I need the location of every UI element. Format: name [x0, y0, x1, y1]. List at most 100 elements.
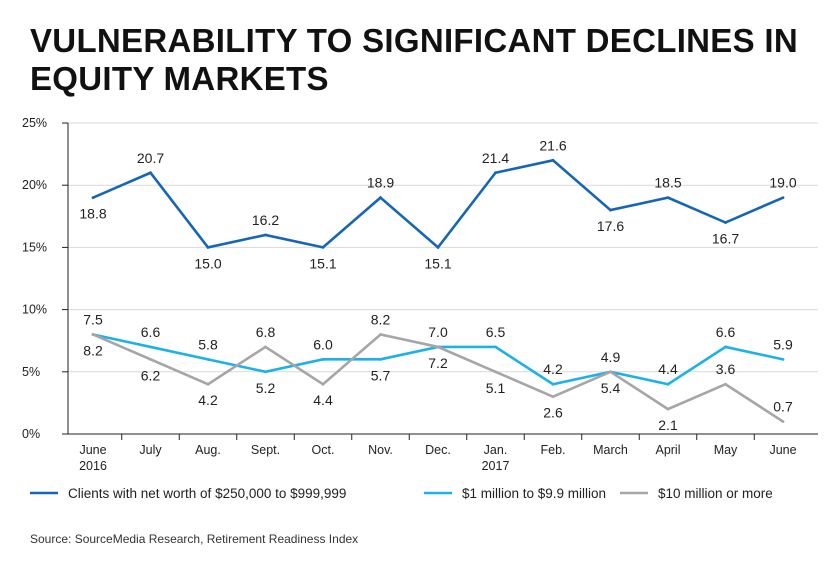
data-label: 6.6	[716, 324, 736, 340]
data-point	[781, 357, 785, 361]
x-tick-label: Sept.	[251, 443, 280, 457]
data-label: 5.8	[198, 336, 218, 352]
data-point	[379, 196, 382, 200]
x-tick-label: Dec.	[425, 443, 451, 457]
y-tick-label: 5%	[22, 365, 40, 379]
data-point	[206, 382, 210, 386]
y-tick-label: 20%	[22, 178, 47, 192]
y-tick-label: 15%	[22, 240, 47, 254]
data-point	[321, 246, 325, 249]
data-point	[551, 382, 555, 386]
data-label: 6.8	[256, 324, 276, 340]
data-label: 6.2	[141, 367, 161, 383]
legend: Clients with net worth of $250,000 to $9…	[30, 486, 773, 501]
legend-label: $10 million or more	[658, 486, 773, 501]
data-point	[551, 395, 555, 399]
data-point	[724, 221, 727, 224]
data-point	[149, 171, 152, 175]
data-point	[321, 382, 325, 386]
axis-layer: 0% 5% 10% 15% 20% 25% June 2016 July Aug. Sept. Oct…	[22, 116, 818, 473]
data-label: 5.1	[486, 380, 506, 396]
data-point	[264, 233, 267, 237]
x-tick-label: May	[714, 443, 738, 457]
data-point	[494, 171, 497, 175]
grid-layer	[68, 122, 818, 373]
data-label: 18.9	[367, 175, 394, 191]
data-point	[321, 357, 325, 361]
data-point	[609, 370, 612, 374]
x-tick-label: 2017	[482, 459, 510, 473]
data-label: 15.1	[424, 255, 451, 271]
data-point	[551, 158, 555, 162]
x-tick-label: July	[139, 443, 162, 457]
data-point	[666, 407, 670, 411]
data-label: 2.6	[543, 405, 563, 421]
data-label: 16.2	[252, 212, 279, 228]
data-label: 8.2	[371, 311, 391, 327]
data-label: 15.0	[194, 255, 221, 271]
y-tick-label: 10%	[22, 303, 47, 317]
data-label: 5.2	[256, 380, 276, 396]
data-point	[149, 345, 152, 349]
data-label: 16.7	[712, 231, 739, 247]
data-label: 5.7	[371, 367, 391, 383]
data-label: 19.0	[769, 175, 796, 191]
data-label: 7.0	[428, 324, 448, 340]
data-point	[494, 370, 497, 374]
data-point	[436, 345, 440, 349]
y-tick-label: 0%	[22, 427, 40, 441]
data-point	[781, 196, 785, 200]
data-point	[91, 196, 95, 200]
data-point	[91, 333, 95, 336]
data-label: 6.6	[141, 324, 161, 340]
x-tick-label: 2016	[79, 459, 107, 473]
data-label: 7.2	[428, 355, 448, 371]
data-label: 4.4	[658, 361, 678, 377]
data-label: 4.2	[543, 361, 563, 377]
series-layer	[91, 158, 785, 423]
x-tick-label: June	[79, 443, 106, 457]
data-label: 5.9	[773, 336, 793, 352]
data-point	[436, 246, 440, 249]
data-point	[609, 208, 612, 212]
x-tick-label: Nov.	[368, 443, 393, 457]
data-label: 4.4	[313, 392, 333, 408]
data-label: 6.0	[313, 336, 333, 352]
data-label: 6.5	[486, 324, 506, 340]
data-point	[206, 357, 210, 361]
x-tick-label: April	[655, 443, 680, 457]
data-label: 20.7	[137, 150, 164, 166]
data-point	[666, 196, 670, 200]
x-tick-label: Jan.	[484, 443, 508, 457]
data-point	[379, 357, 382, 361]
data-point	[494, 345, 497, 349]
data-label: 4.9	[601, 349, 621, 365]
data-point	[724, 382, 727, 386]
data-point	[666, 382, 670, 386]
data-point	[781, 420, 785, 423]
chart-title: VULNERABILITY TO SIGNIFICANT DECLINES IN…	[30, 22, 798, 97]
data-label: 21.4	[482, 150, 509, 166]
data-point	[206, 246, 210, 249]
legend-label: $1 million to $9.9 million	[462, 486, 606, 501]
source-note: Source: SourceMedia Research, Retirement…	[30, 532, 359, 546]
line-chart: 0% 5% 10% 15% 20% 25% June 2016 July Aug. Sept. Oct…	[22, 116, 818, 501]
data-label: 8.2	[83, 342, 103, 358]
data-label: 3.6	[716, 361, 736, 377]
x-tick-label: Feb.	[540, 443, 565, 457]
data-label: 18.5	[654, 175, 681, 191]
data-label-layer: 18.8 20.7 15.0 16.2 15.1 18.9 15.1 21.4 21.6 17.6…	[79, 137, 796, 433]
data-point	[264, 345, 267, 349]
x-tick-label: Aug.	[195, 443, 221, 457]
data-point	[264, 370, 267, 374]
data-point	[724, 345, 727, 349]
data-point	[379, 333, 382, 336]
x-tick-label: Oct.	[312, 443, 335, 457]
data-label: 4.2	[198, 392, 218, 408]
legend-label: Clients with net worth of $250,000 to $9…	[68, 486, 346, 501]
data-label: 15.1	[309, 255, 336, 271]
data-label: 18.8	[79, 206, 106, 222]
x-tick-label: June	[769, 443, 796, 457]
series-line	[92, 158, 784, 250]
x-tick-label: March	[593, 443, 628, 457]
